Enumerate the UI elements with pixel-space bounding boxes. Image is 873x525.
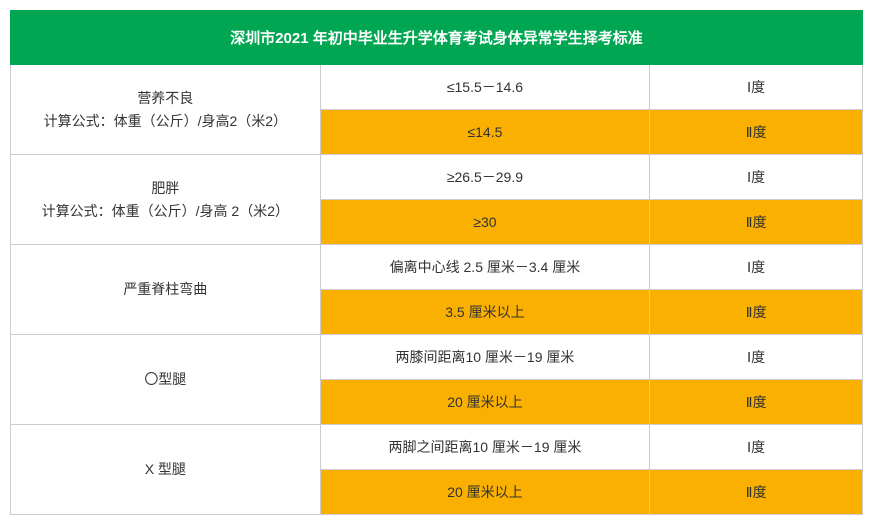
category-cell: 营养不良 计算公式：体重（公斤）/身高2（米2） (11, 65, 321, 155)
range-cell: ≥26.5－29.9 (320, 155, 650, 200)
range-cell: 20 厘米以上 (320, 470, 650, 515)
range-cell: 偏离中心线 2.5 厘米－3.4 厘米 (320, 245, 650, 290)
degree-cell: Ⅱ度 (650, 200, 863, 245)
table-body: 营养不良 计算公式：体重（公斤）/身高2（米2） ≤15.5－14.6 Ⅰ度 ≤… (11, 65, 863, 515)
degree-cell: Ⅰ度 (650, 245, 863, 290)
degree-cell: Ⅱ度 (650, 110, 863, 155)
range-cell: 两膝间距离10 厘米－19 厘米 (320, 335, 650, 380)
category-cell: 严重脊柱弯曲 (11, 245, 321, 335)
degree-cell: Ⅱ度 (650, 290, 863, 335)
range-cell: ≤14.5 (320, 110, 650, 155)
degree-cell: Ⅰ度 (650, 335, 863, 380)
degree-cell: Ⅱ度 (650, 470, 863, 515)
degree-cell: Ⅰ度 (650, 425, 863, 470)
range-cell: 3.5 厘米以上 (320, 290, 650, 335)
standards-table: 深圳市2021 年初中毕业生升学体育考试身体异常学生择考标准 营养不良 计算公式… (10, 10, 863, 515)
range-cell: ≥30 (320, 200, 650, 245)
range-cell: ≤15.5－14.6 (320, 65, 650, 110)
degree-cell: Ⅰ度 (650, 155, 863, 200)
range-cell: 20 厘米以上 (320, 380, 650, 425)
table-title: 深圳市2021 年初中毕业生升学体育考试身体异常学生择考标准 (11, 11, 863, 65)
range-cell: 两脚之间距离10 厘米－19 厘米 (320, 425, 650, 470)
degree-cell: Ⅱ度 (650, 380, 863, 425)
degree-cell: Ⅰ度 (650, 65, 863, 110)
category-cell: 〇型腿 (11, 335, 321, 425)
category-cell: X 型腿 (11, 425, 321, 515)
category-cell: 肥胖 计算公式：体重（公斤）/身高 2（米2） (11, 155, 321, 245)
